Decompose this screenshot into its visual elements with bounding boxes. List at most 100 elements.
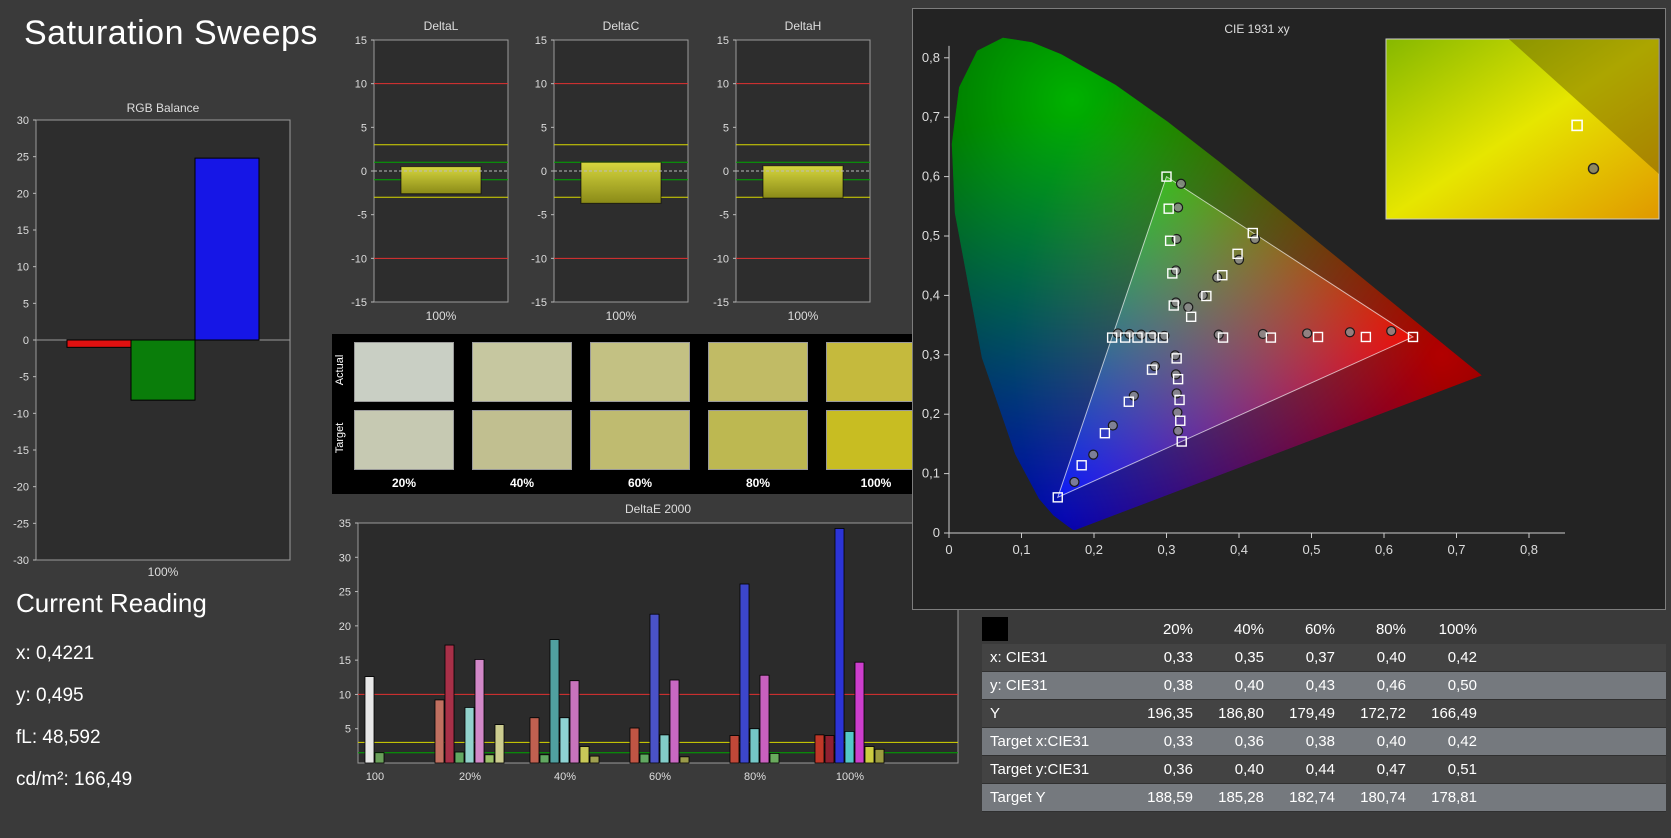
- y-tick-label: 30: [339, 552, 351, 564]
- table-cell: 196,35: [1147, 705, 1193, 722]
- table-cell: 0,36: [1234, 733, 1264, 750]
- target-point-blue: [1146, 364, 1158, 375]
- delta-l-chart[interactable]: DeltaL -15 -10 -5 0 5 10 15 100%: [340, 18, 512, 335]
- reading-x: x: 0,4221: [16, 643, 95, 664]
- cie-1931-plot: CIE 1931 xy 0 0,1 0,2 0,3 0,4 0,5 0,6 0,7 0,8 0 0,1…: [922, 22, 1660, 557]
- y-tick-label: -10: [713, 253, 729, 265]
- deltae-bar: [659, 734, 670, 764]
- y-tick-label: -5: [719, 210, 729, 222]
- table-header-row: 20% 40% 60% 80% 100%: [982, 614, 1666, 644]
- deltae-bar: [854, 661, 865, 764]
- table-col-header: 100%: [1438, 620, 1477, 638]
- y-tick-label: 0,3: [922, 347, 940, 362]
- measured-point-yellow: [1197, 290, 1208, 301]
- rgb-bar-green: [130, 339, 196, 401]
- delta-chart-title: DeltaC: [603, 19, 640, 33]
- target-point-magenta: [1174, 394, 1185, 406]
- swatch-actual-60%: [590, 342, 690, 402]
- y-tick-label: -10: [531, 253, 547, 265]
- y-tick-label: 30: [17, 115, 29, 127]
- deltae-2000-chart[interactable]: DeltaE 2000 5 10 15 20 25 30 35 100 20% 40% 60% 80% 1…: [322, 500, 966, 798]
- table-row-label: x: CIE31: [990, 649, 1048, 666]
- table-cell: 0,38: [1163, 677, 1193, 694]
- table-cell: 180,74: [1360, 789, 1406, 806]
- rgb-bar-red: [66, 339, 132, 348]
- table-cell: 0,44: [1305, 761, 1335, 778]
- target-point-cyan: [1119, 332, 1131, 343]
- y-tick-label: 15: [355, 35, 367, 47]
- y-tick-label: 15: [17, 225, 29, 237]
- target-point-blue: [1099, 428, 1111, 439]
- measured-point-green: [1170, 265, 1182, 276]
- y-tick-label: 10: [535, 79, 547, 91]
- measured-point-red: [1257, 328, 1269, 340]
- y-tick-label: 35: [339, 518, 351, 530]
- target-point-red: [1312, 331, 1324, 343]
- target-point-cyan: [1157, 332, 1169, 343]
- measured-point-cyan: [1136, 329, 1147, 340]
- deltae-bar: [454, 751, 465, 764]
- x-tick-label: 100: [366, 771, 384, 783]
- table-cell: 0,33: [1163, 649, 1193, 666]
- y-tick-label: -20: [13, 482, 29, 494]
- x-tick-label: 0,6: [1375, 542, 1393, 557]
- measured-point-blue: [1107, 420, 1118, 431]
- swatch-actual-20%: [354, 342, 454, 402]
- table-cell: 172,72: [1360, 705, 1406, 722]
- cie-1931-chart[interactable]: CIE 1931 xy 0 0,1 0,2 0,3 0,4 0,5 0,6 0,7 0,8 0 0,1…: [912, 8, 1666, 610]
- target-point-magenta: [1176, 436, 1187, 447]
- table-cell: 178,81: [1431, 789, 1477, 806]
- y-tick-label: 10: [339, 689, 351, 701]
- measured-point-yellow: [1183, 302, 1194, 313]
- target-point-green: [1168, 300, 1179, 311]
- y-tick-label: 25: [17, 152, 29, 164]
- current-reading-title: Current Reading: [16, 588, 207, 618]
- table-cell: 0,38: [1305, 733, 1335, 750]
- deltae-bar: [559, 717, 570, 764]
- x-tick-label: 100%: [836, 771, 864, 783]
- table-cell: 0,35: [1234, 649, 1264, 666]
- y-tick-label: -10: [351, 253, 367, 265]
- y-tick-label: 5: [723, 122, 729, 134]
- target-point-yellow: [1232, 248, 1243, 260]
- measured-point-blue: [1088, 449, 1099, 460]
- x-tick-label: 0,4: [1230, 542, 1248, 557]
- target-point-green: [1161, 171, 1172, 182]
- measured-point-yellow: [1249, 233, 1261, 245]
- swatch-comparison-panel[interactable]: Actual Target 20% 40% 60% 80% 100%: [332, 334, 958, 494]
- deltae-bar: [434, 699, 445, 764]
- deltae-bar: [864, 746, 875, 764]
- x-tick-label: 60%: [649, 771, 671, 783]
- table-cell: 0,40: [1234, 761, 1264, 778]
- delta-chart-title: DeltaL: [424, 19, 459, 33]
- x-tick-label: 0,1: [1012, 542, 1030, 557]
- swatch-target-100%: [826, 410, 926, 470]
- table-cell: 0,33: [1163, 733, 1193, 750]
- y-tick-label: -5: [357, 210, 367, 222]
- delta-h-chart[interactable]: DeltaH -15 -10 -5 0 5 10 15 100%: [702, 18, 874, 335]
- rgb-balance-chart[interactable]: RGB Balance -30 -25 -20 -15 -10 -5 0 5 10 15 20 25 30…: [0, 98, 300, 598]
- delta-chart-title: DeltaH: [785, 19, 822, 33]
- measured-point-blue: [1149, 360, 1160, 372]
- cie-inset-zoom: [1385, 38, 1660, 220]
- table-cell: 0,43: [1305, 677, 1335, 694]
- table-row-label: Target x:CIE31: [990, 733, 1090, 750]
- measured-point-magenta: [1170, 350, 1181, 361]
- deltae-bar: [874, 748, 885, 764]
- delta-c-plot: DeltaC -15 -10 -5 0 5 10 15 100%: [531, 19, 689, 323]
- measured-point-red: [1302, 328, 1313, 339]
- measured-point-yellow: [1233, 254, 1245, 265]
- table-cell: 0,36: [1163, 761, 1193, 778]
- x-axis-label: 100%: [148, 565, 179, 579]
- y-tick-label: -30: [13, 555, 29, 567]
- target-point-magenta: [1172, 373, 1184, 385]
- deltae-bar: [539, 754, 550, 764]
- table-cell: 0,42: [1447, 733, 1477, 750]
- deltae-title: DeltaE 2000: [625, 502, 691, 516]
- y-tick-label: 0,4: [922, 287, 940, 302]
- measured-point-magenta: [1171, 388, 1182, 399]
- deltae-bar: [639, 753, 650, 764]
- deltae-2000-plot: DeltaE 2000 5 10 15 20 25 30 35 100 20% 40% 60% 80% 1…: [339, 502, 959, 783]
- table-cell: 0,50: [1447, 677, 1477, 694]
- delta-c-chart[interactable]: DeltaC -15 -10 -5 0 5 10 15 100%: [520, 18, 692, 335]
